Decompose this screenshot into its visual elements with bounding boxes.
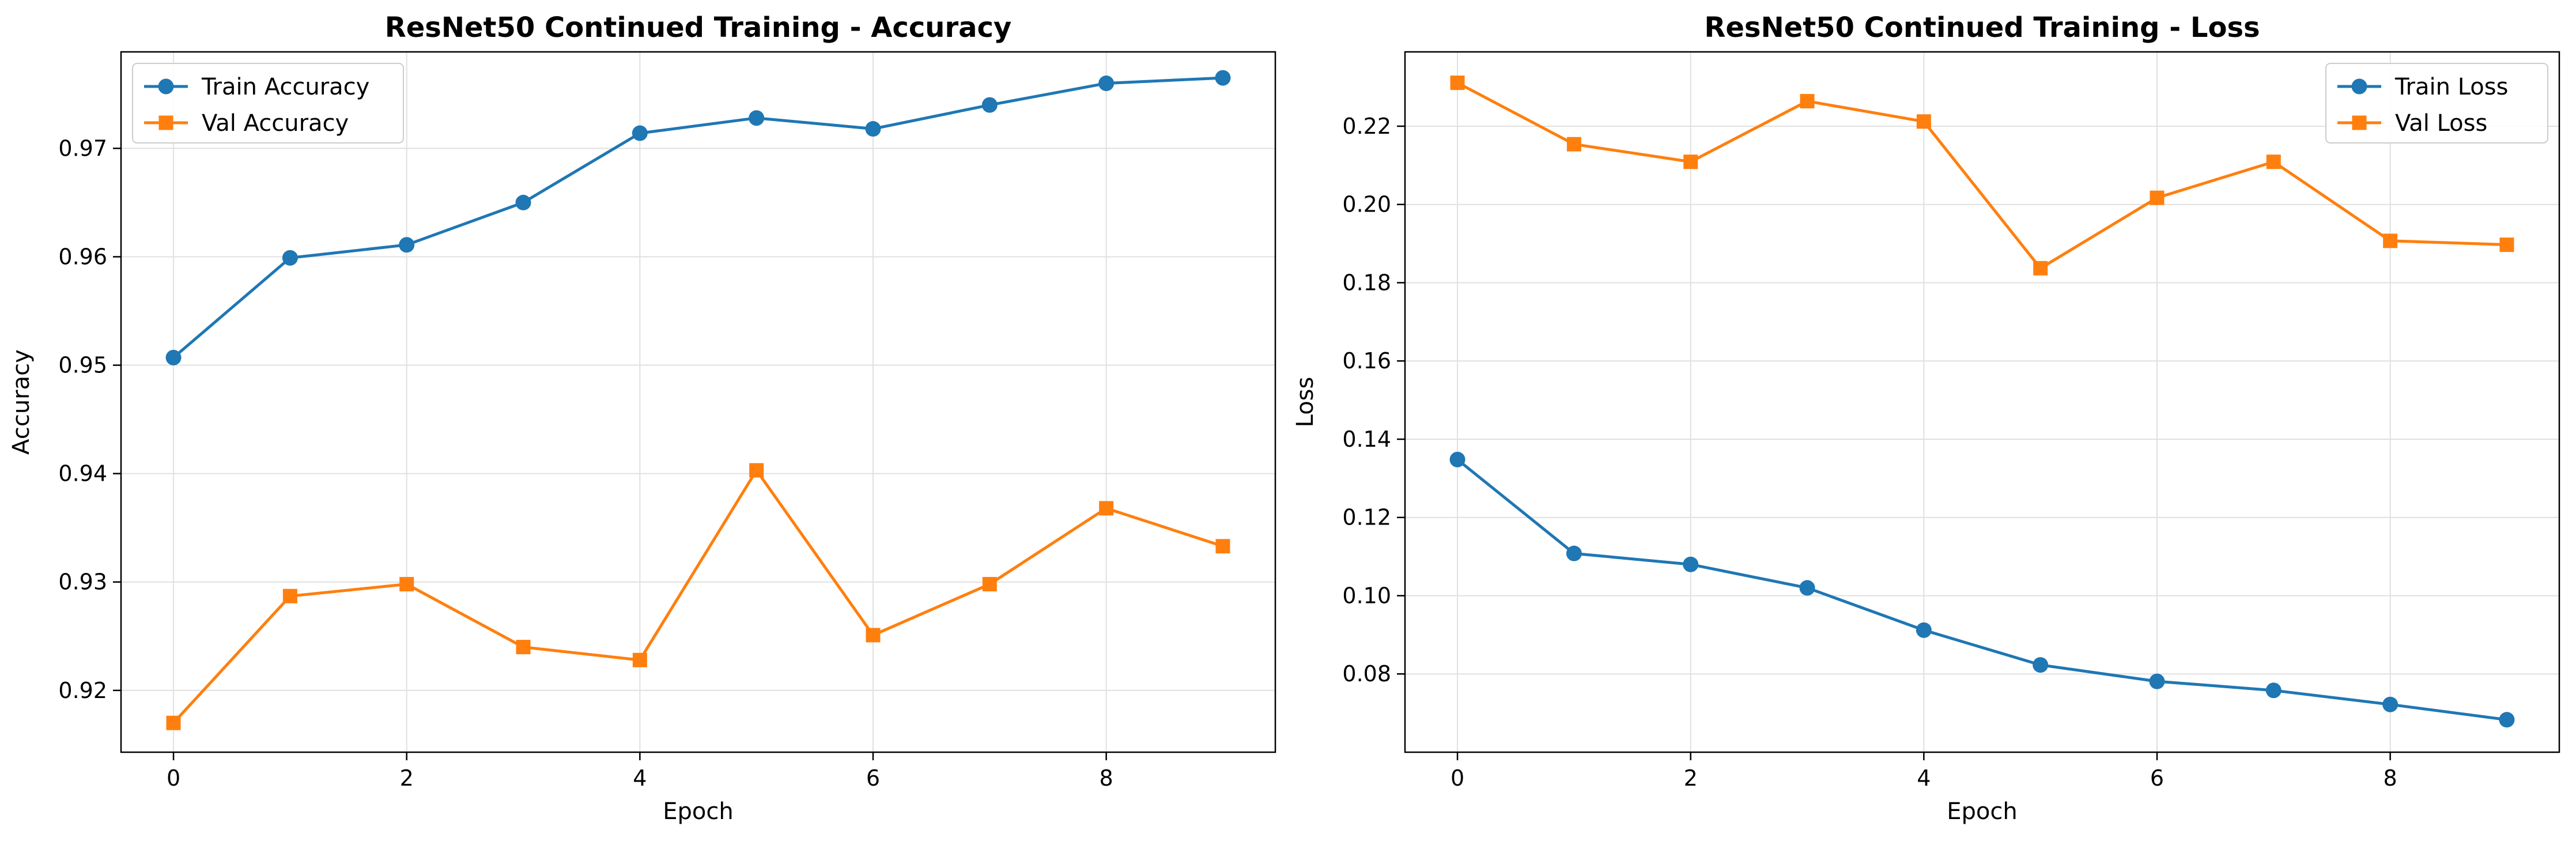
data-point — [2266, 154, 2281, 169]
y-tick-label: 0.10 — [1342, 583, 1391, 608]
legend-marker — [158, 115, 173, 130]
data-point — [1683, 154, 1698, 169]
data-point — [515, 194, 531, 210]
data-point — [1683, 556, 1699, 572]
x-tick-label: 0 — [1451, 765, 1464, 791]
data-point — [1916, 622, 1932, 638]
chart-title: ResNet50 Continued Training - Loss — [1704, 12, 2260, 44]
y-tick-label: 0.20 — [1342, 192, 1391, 217]
x-tick-label: 0 — [167, 765, 180, 791]
data-point — [2383, 233, 2398, 248]
y-axis-label: Accuracy — [8, 349, 35, 455]
x-tick-label: 4 — [1917, 765, 1931, 791]
y-tick-label: 0.97 — [58, 135, 107, 161]
data-point — [166, 715, 181, 730]
data-point — [2499, 712, 2515, 728]
x-tick-label: 2 — [1684, 765, 1698, 791]
data-point — [1799, 580, 1815, 596]
x-tick-label: 4 — [633, 765, 647, 791]
data-point — [749, 463, 764, 478]
legend: Train Accuracy Val Accuracy — [132, 63, 404, 144]
data-point — [1566, 137, 1581, 152]
y-tick-label: 0.16 — [1342, 348, 1391, 374]
legend-box — [132, 63, 404, 144]
chart-title: ResNet50 Continued Training - Accuracy — [385, 12, 1012, 44]
x-tick-label: 8 — [2384, 765, 2397, 791]
legend-label: Val Loss — [2395, 110, 2487, 137]
data-point — [749, 110, 765, 126]
data-point — [2382, 696, 2399, 712]
data-point — [516, 640, 531, 655]
data-point — [1566, 545, 1582, 561]
legend: Train Loss Val Loss — [2325, 63, 2548, 144]
chart-1: 0 2 4 6 8 0.92 0.93 0.94 0.95 0.96 0.97 ResNet50 Co… — [8, 12, 1276, 825]
data-point — [1215, 70, 1231, 86]
y-axis-label: Loss — [1292, 377, 1319, 428]
legend-label: Train Loss — [2394, 74, 2508, 100]
legend-label: Val Accuracy — [202, 110, 349, 137]
data-point — [865, 121, 881, 137]
data-point — [632, 652, 647, 667]
data-point — [981, 97, 998, 113]
x-tick-label: 2 — [400, 765, 414, 791]
data-point — [2499, 237, 2514, 252]
data-point — [2265, 682, 2282, 699]
y-tick-label: 0.92 — [58, 678, 107, 703]
data-point — [982, 576, 997, 591]
y-tick-label: 0.12 — [1342, 505, 1391, 530]
data-point — [1916, 114, 1931, 129]
y-tick-label: 0.95 — [58, 353, 107, 378]
data-point — [1800, 94, 1815, 109]
data-point — [165, 349, 182, 365]
data-point — [2033, 657, 2049, 673]
data-point — [1098, 76, 1115, 92]
series-line-2 — [1456, 81, 2507, 270]
plot-frame — [1404, 51, 2560, 753]
series-line-1 — [1456, 458, 2507, 722]
y-tick-label: 0.22 — [1342, 114, 1391, 139]
y-tick-label: 0.94 — [58, 461, 107, 486]
x-tick-label: 6 — [2150, 765, 2164, 791]
data-point — [2033, 261, 2048, 276]
y-tick-label: 0.14 — [1342, 427, 1391, 452]
data-point — [2150, 190, 2165, 205]
chart-2: 0 2 4 6 8 0.08 0.10 0.12 0.14 0.16 0.18 0.20 0.22 Res… — [1292, 12, 2560, 825]
data-point — [866, 628, 881, 643]
x-axis-label: Epoch — [1947, 798, 2017, 825]
x-tick-label: 6 — [866, 765, 880, 791]
data-point — [1449, 451, 1465, 467]
legend-label: Train Accuracy — [201, 74, 369, 100]
x-axis-label: Epoch — [663, 798, 733, 825]
data-point — [399, 237, 415, 253]
series-line-2 — [172, 469, 1223, 724]
data-point — [399, 576, 414, 591]
series-line-1 — [172, 76, 1223, 359]
data-point — [2149, 673, 2165, 689]
data-point — [1450, 76, 1465, 90]
y-tick-label: 0.96 — [58, 244, 107, 269]
data-point — [1215, 539, 1230, 554]
data-point — [282, 250, 298, 266]
y-tick-label: 0.08 — [1342, 661, 1391, 686]
data-point — [282, 589, 297, 603]
data-point — [632, 125, 648, 141]
legend-marker — [2352, 115, 2367, 130]
y-tick-label: 0.18 — [1342, 270, 1391, 295]
data-point — [1099, 501, 1114, 516]
y-tick-label: 0.93 — [58, 569, 107, 595]
legend-box — [2325, 63, 2548, 144]
legend-marker — [158, 78, 174, 95]
plot-frame — [120, 51, 1276, 753]
legend-marker — [2351, 78, 2367, 95]
x-tick-label: 8 — [1100, 765, 1113, 791]
